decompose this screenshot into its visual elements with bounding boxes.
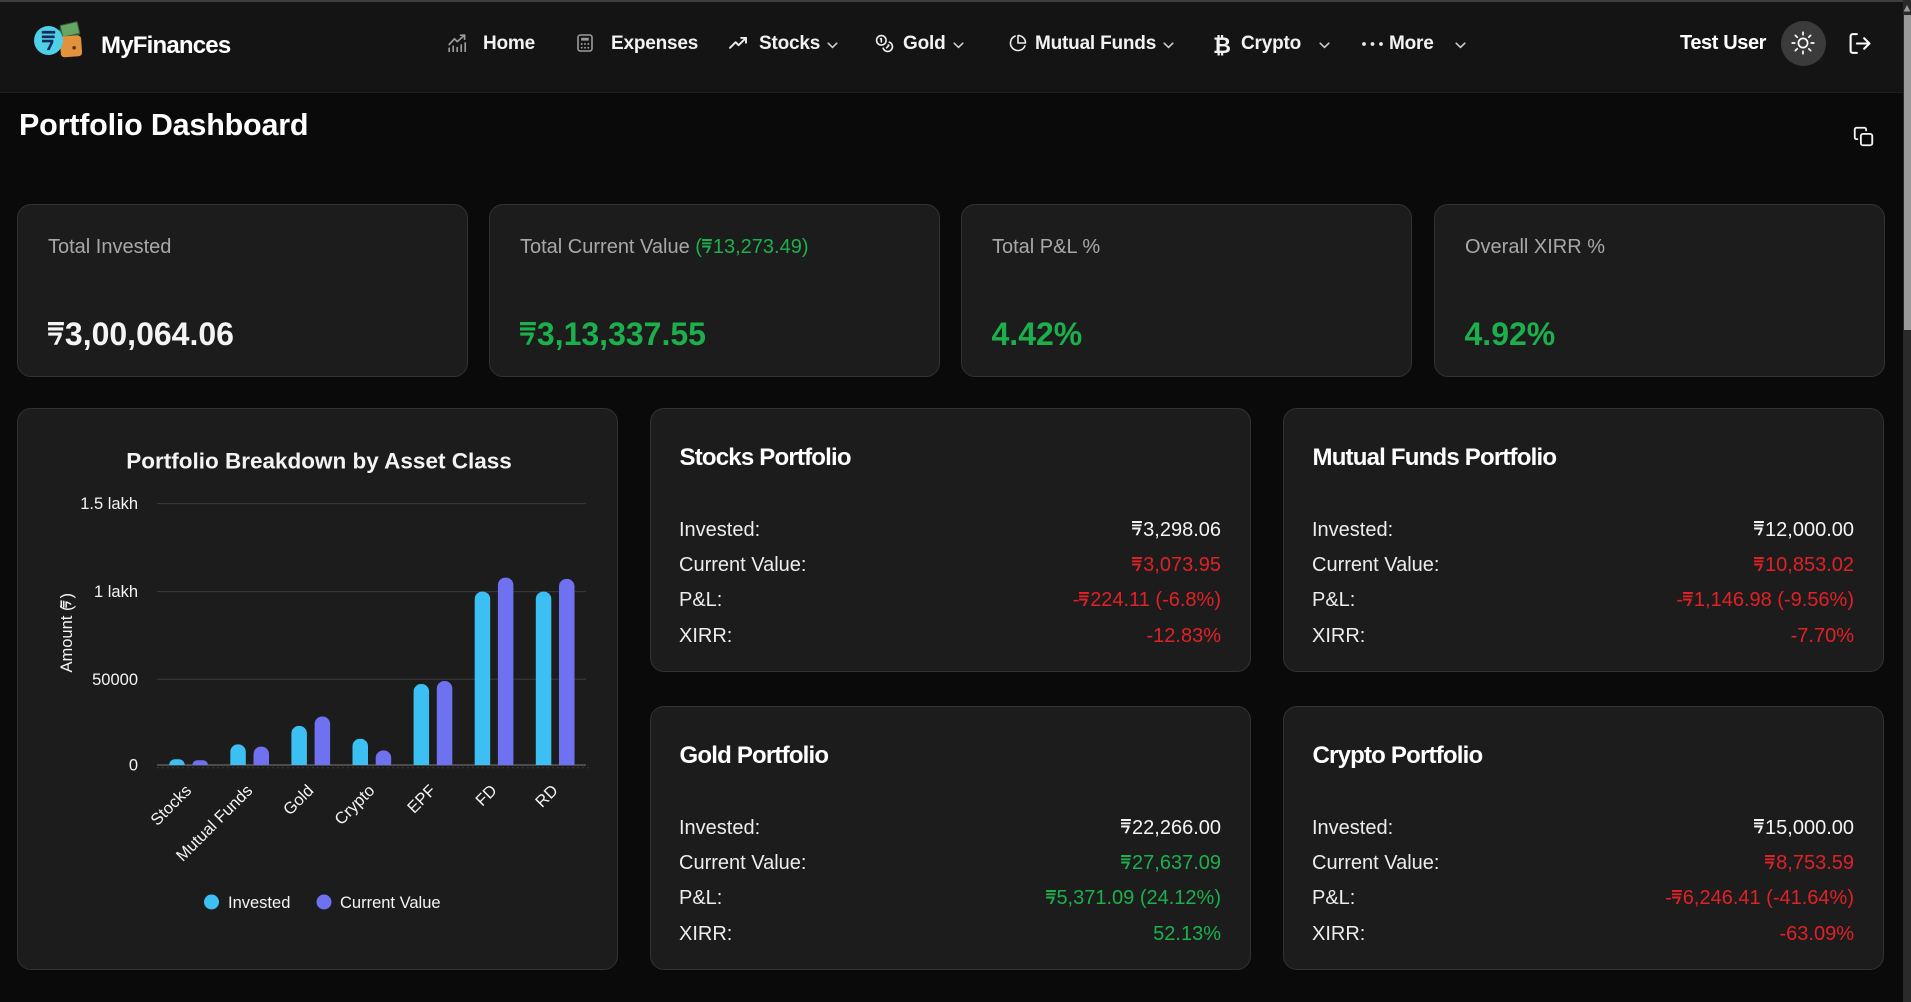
svg-text:Stocks: Stocks <box>147 782 195 830</box>
svg-text:EPF: EPF <box>404 782 439 817</box>
svg-text:1 lakh: 1 lakh <box>94 583 138 601</box>
svg-text:0: 0 <box>129 757 138 775</box>
svg-text:1.5 lakh: 1.5 lakh <box>80 495 138 513</box>
svg-text:Current Value: Current Value <box>340 894 441 912</box>
svg-text:Crypto: Crypto <box>331 782 378 829</box>
svg-text:50000: 50000 <box>92 671 138 689</box>
svg-text:Amount (: Amount ( <box>58 605 76 672</box>
svg-text:Gold: Gold <box>280 782 317 819</box>
svg-text:Invested: Invested <box>228 894 290 912</box>
svg-text:RD: RD <box>532 782 562 812</box>
svg-text:Portfolio Breakdown by Asset C: Portfolio Breakdown by Asset Class <box>126 449 512 474</box>
svg-text:FD: FD <box>472 782 500 810</box>
svg-text:): ) <box>58 593 76 599</box>
